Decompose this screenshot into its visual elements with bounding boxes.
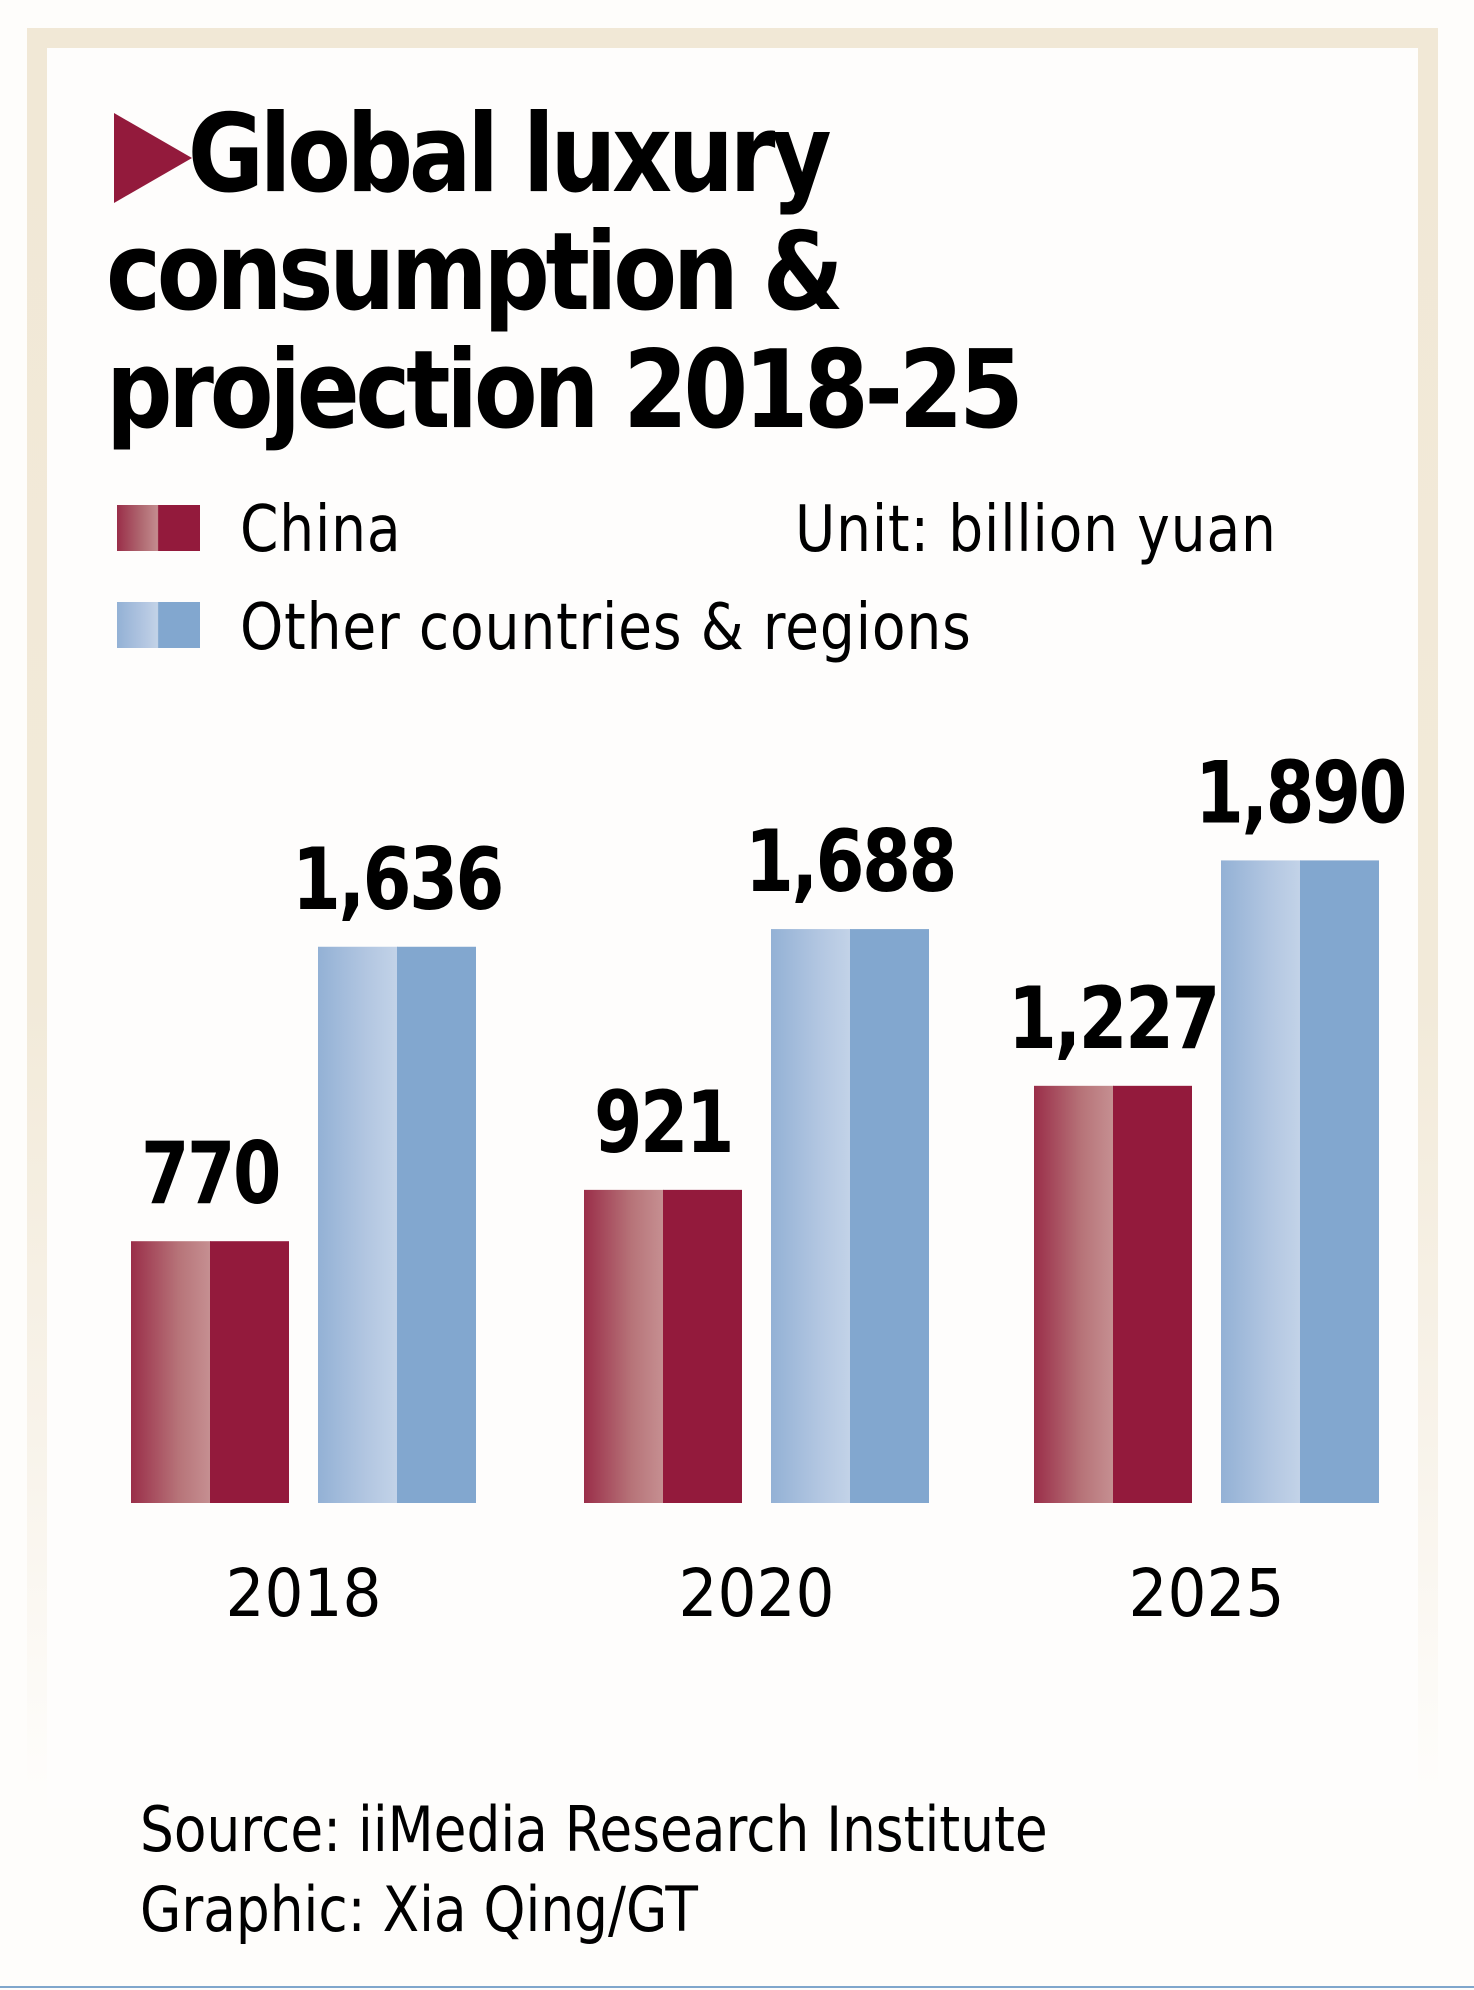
value-label-other-2025: 1,890 bbox=[1195, 743, 1405, 843]
legend-label-china: China bbox=[240, 493, 402, 567]
source-text: Source: iiMedia Research Institute bbox=[140, 1793, 1048, 1866]
credit-text: Graphic: Xia Qing/GT bbox=[140, 1873, 698, 1946]
bar-china-2020 bbox=[584, 1189, 742, 1503]
bar-solid bbox=[850, 929, 929, 1503]
chart-title: Global luxury consumption & projection 2… bbox=[106, 96, 1181, 450]
value-label-other-2018: 1,636 bbox=[292, 830, 502, 930]
bottom-rule bbox=[0, 1986, 1474, 1988]
bar-shade bbox=[584, 1189, 664, 1503]
bar-shade bbox=[1221, 860, 1301, 1503]
bars-group bbox=[131, 860, 1379, 1503]
chart-panel bbox=[47, 48, 1418, 1808]
legend-swatch-china bbox=[117, 505, 200, 551]
category-labels-group: 2018 2020 2025 bbox=[226, 1555, 1285, 1632]
bar-chart: 770 1,636 921 1,688 1,227 1,890 2018 2020 2025 bbox=[131, 743, 1408, 1632]
bar-solid bbox=[210, 1241, 289, 1503]
title-line-1: Global luxury bbox=[187, 92, 832, 217]
bar-shade bbox=[318, 946, 398, 1503]
value-label-other-2020: 1,688 bbox=[745, 812, 955, 912]
category-label-2020: 2020 bbox=[679, 1555, 835, 1632]
bar-solid bbox=[397, 946, 476, 1503]
legend-swatch-other bbox=[117, 602, 200, 648]
value-label-china-2025: 1,227 bbox=[1008, 969, 1218, 1069]
value-labels-group: 770 1,636 921 1,688 1,227 1,890 bbox=[141, 743, 1408, 1224]
bar-other-2025 bbox=[1221, 860, 1379, 1503]
triangle-right-icon bbox=[114, 113, 192, 203]
bar-china-2025 bbox=[1034, 1085, 1192, 1503]
value-label-china-2020: 921 bbox=[594, 1073, 732, 1173]
bar-china-2018 bbox=[131, 1241, 289, 1503]
bar-shade bbox=[771, 929, 851, 1503]
bar-shade bbox=[1034, 1085, 1114, 1503]
bar-solid bbox=[663, 1189, 742, 1503]
bar-solid bbox=[1113, 1085, 1192, 1503]
bar-shade bbox=[131, 1241, 211, 1503]
bar-solid bbox=[1300, 860, 1379, 1503]
bar-other-2018 bbox=[318, 946, 476, 1503]
legend-label-other: Other countries & regions bbox=[240, 591, 972, 665]
category-label-2018: 2018 bbox=[226, 1555, 382, 1632]
title-line-3: projection 2018-25 bbox=[106, 328, 1024, 453]
category-label-2025: 2025 bbox=[1129, 1555, 1285, 1632]
title-line-2: consumption & bbox=[106, 210, 844, 335]
unit-label: Unit: billion yuan bbox=[795, 493, 1277, 567]
value-label-china-2018: 770 bbox=[141, 1124, 279, 1224]
bar-other-2020 bbox=[771, 929, 929, 1503]
footer: Source: iiMedia Research Institute Graph… bbox=[140, 1790, 1048, 1950]
